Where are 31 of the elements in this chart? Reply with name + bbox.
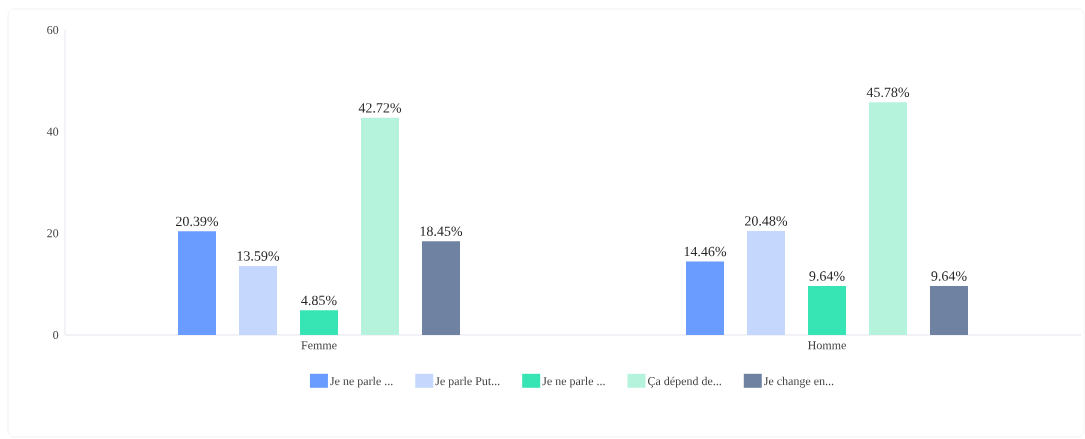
data-label: 45.78% (866, 87, 910, 98)
bar (808, 286, 847, 335)
bar (930, 286, 969, 335)
y-tick-label: 40 (46, 127, 59, 136)
bar (361, 117, 399, 335)
bar (178, 231, 216, 335)
data-label: 42.72% (358, 103, 402, 113)
data-label: 9.64% (931, 271, 967, 281)
data-label: 13.59% (237, 251, 280, 261)
legend-label: Je ne parle ... (330, 376, 393, 388)
legend-label: Je ne parle ... (542, 376, 605, 388)
data-label: 14.46% (684, 246, 727, 257)
data-label: 20.39% (176, 216, 219, 227)
data-label: 4.85% (301, 295, 337, 306)
y-tick-label: 60 (47, 25, 59, 35)
bar (300, 310, 338, 335)
bar (422, 241, 460, 335)
bar (747, 230, 786, 335)
data-label: 18.45% (420, 226, 463, 237)
legend-label: Ça dépend de... (647, 376, 721, 388)
x-tick-label: Femme (301, 341, 337, 350)
bar (686, 261, 724, 335)
y-tick-label: 20 (47, 229, 59, 238)
data-label: 20.48% (745, 216, 788, 226)
bar (869, 102, 908, 335)
legend-label: Je change en... (764, 376, 834, 388)
bar (239, 265, 277, 335)
y-tick-label: 0 (53, 330, 59, 340)
data-label: 9.64% (809, 271, 845, 281)
legend-label: Je parle Put... (435, 376, 500, 388)
x-tick-label: Homme (808, 341, 846, 350)
